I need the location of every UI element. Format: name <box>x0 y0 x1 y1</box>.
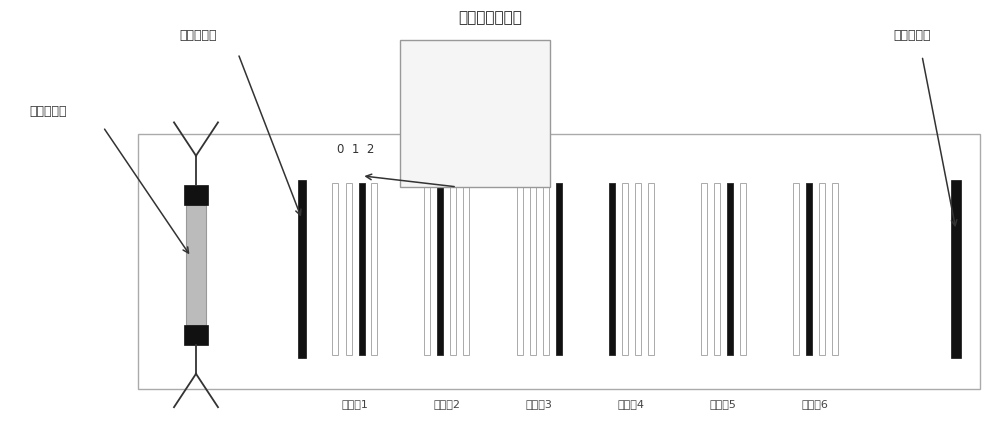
Text: 数据区5: 数据区5 <box>710 399 736 409</box>
Bar <box>530 183 536 355</box>
Text: 数据区1: 数据区1 <box>342 399 368 409</box>
Bar <box>608 183 614 355</box>
Bar <box>463 183 469 355</box>
Bar <box>346 183 352 355</box>
Text: C: C <box>478 50 486 64</box>
Bar <box>184 325 208 345</box>
Bar <box>818 183 824 355</box>
Bar <box>400 40 550 187</box>
Text: A: A <box>414 50 422 64</box>
Text: D: D <box>509 50 519 64</box>
Bar <box>542 183 548 355</box>
Bar <box>635 183 641 355</box>
Bar <box>556 183 562 355</box>
Bar <box>951 180 961 358</box>
Bar <box>450 183 456 355</box>
Text: B: B <box>446 50 454 64</box>
Text: 数据区4: 数据区4 <box>618 399 644 409</box>
Text: 叉指换能器: 叉指换能器 <box>29 105 67 118</box>
Bar <box>806 183 812 355</box>
Bar <box>648 183 654 355</box>
Bar <box>832 183 838 355</box>
Bar <box>186 205 206 325</box>
Bar <box>138 134 980 389</box>
Bar <box>792 183 798 355</box>
Text: 起始反射栅: 起始反射栅 <box>179 29 217 42</box>
Bar <box>413 60 424 162</box>
Bar <box>332 183 338 355</box>
Text: 数据区3: 数据区3 <box>526 399 552 409</box>
Text: 数据区6: 数据区6 <box>802 399 828 409</box>
Bar <box>371 183 377 355</box>
Bar <box>509 60 520 162</box>
Text: 0  1  2: 0 1 2 <box>337 143 374 156</box>
Text: 时隙内相位编码: 时隙内相位编码 <box>458 10 522 25</box>
Text: 截止反射栅: 截止反射栅 <box>893 29 931 42</box>
Bar <box>740 183 746 355</box>
Bar <box>298 180 306 358</box>
Bar <box>477 60 488 162</box>
Bar <box>184 185 208 205</box>
Bar <box>358 183 364 355</box>
Text: 数据区2: 数据区2 <box>433 399 460 409</box>
Bar <box>622 183 628 355</box>
Bar <box>424 183 430 355</box>
Bar <box>516 183 522 355</box>
Bar <box>726 183 732 355</box>
Bar <box>445 60 456 162</box>
Bar <box>437 183 443 355</box>
Bar <box>714 183 720 355</box>
Bar <box>700 183 706 355</box>
